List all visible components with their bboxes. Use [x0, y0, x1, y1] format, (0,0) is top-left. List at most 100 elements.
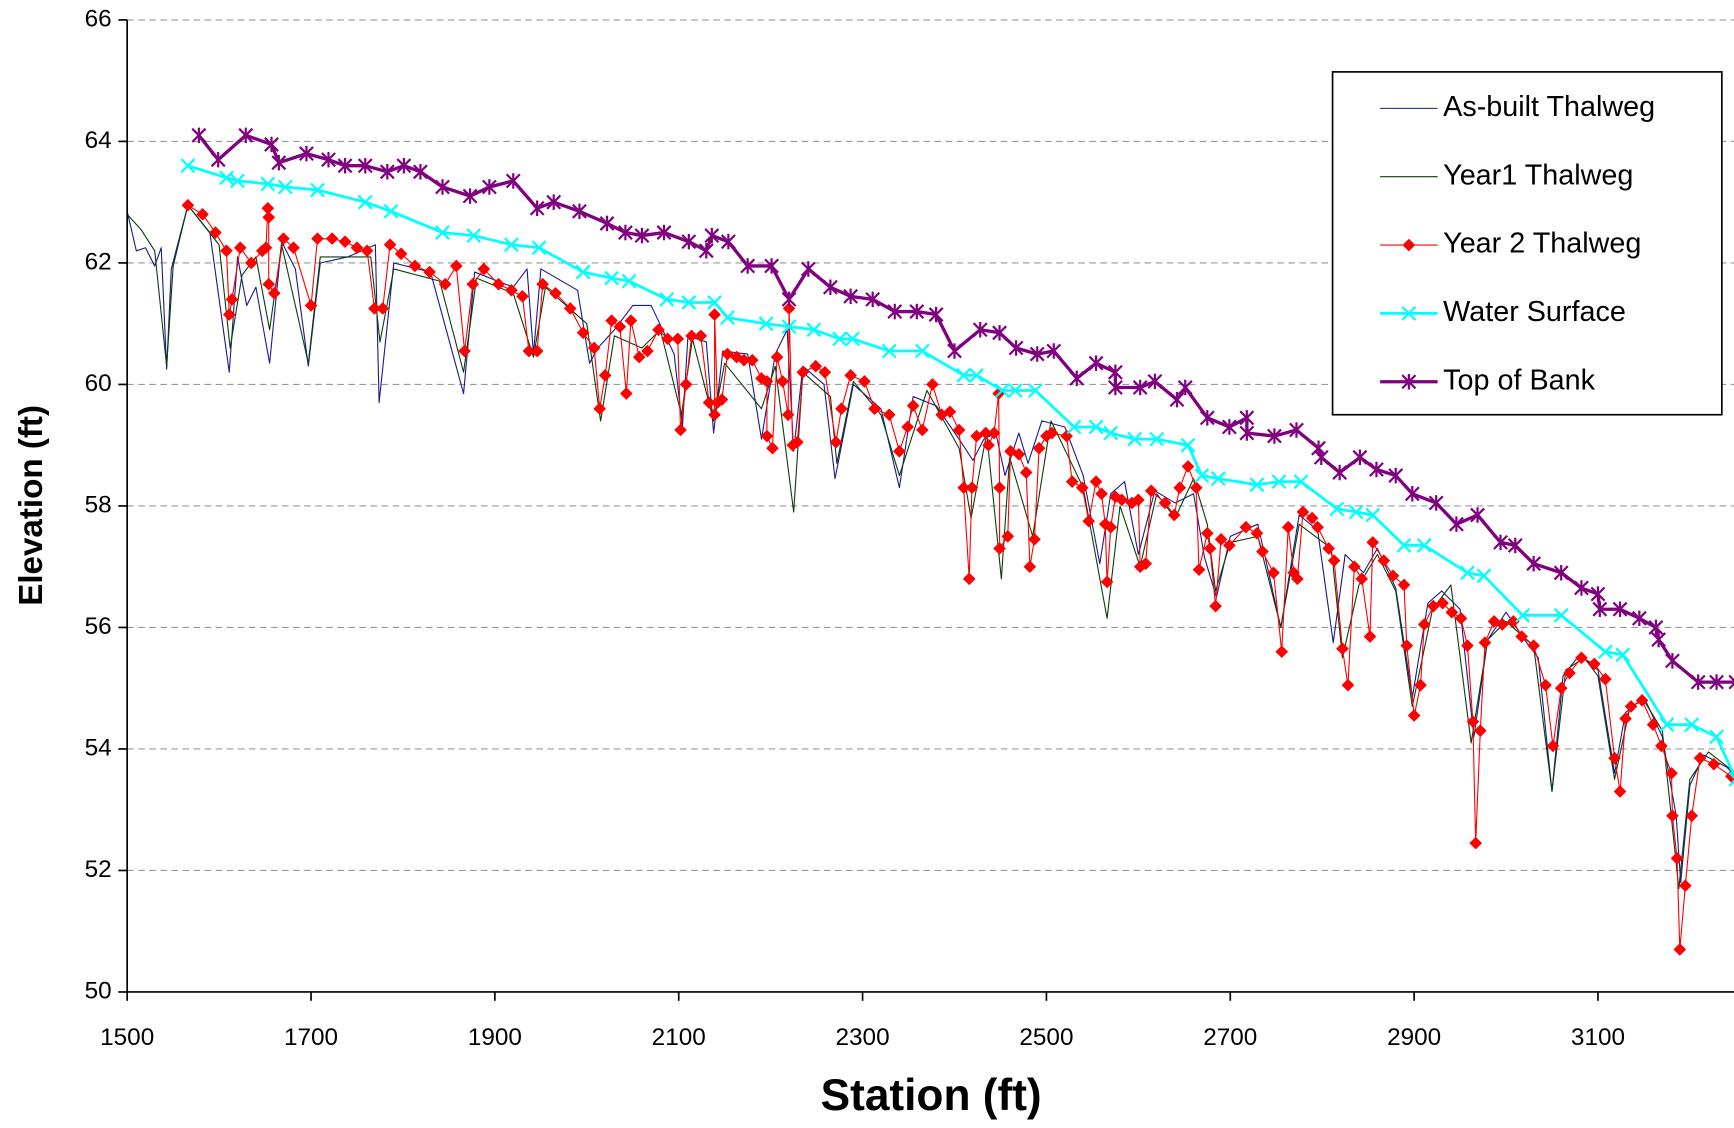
data-point [943, 405, 957, 419]
data-point [1693, 751, 1707, 765]
data-point [1329, 501, 1345, 517]
data-point [829, 435, 843, 449]
data-point [1173, 481, 1187, 495]
marker-stroke [1709, 729, 1724, 745]
data-point [1200, 526, 1214, 540]
data-point [1404, 486, 1420, 502]
data-point [1665, 766, 1678, 780]
data-point [1311, 520, 1324, 534]
data-point [1728, 674, 1734, 690]
data-point [1169, 391, 1185, 408]
data-point [1348, 560, 1361, 574]
data-point [1214, 533, 1228, 546]
data-point [1046, 343, 1062, 359]
plot-area [127, 127, 1734, 956]
data-point [1139, 557, 1153, 570]
data-point [781, 408, 795, 422]
data-point [1192, 563, 1206, 577]
data-point [1612, 601, 1628, 617]
data-point [546, 194, 562, 210]
data-point [181, 198, 195, 212]
data-point [311, 232, 324, 245]
data-point [233, 241, 247, 255]
data-point [1515, 607, 1531, 623]
data-point [681, 233, 697, 250]
data-point [987, 426, 1001, 440]
data-point [1624, 700, 1638, 713]
data-point [818, 365, 832, 379]
data-point [708, 408, 721, 422]
data-point [1132, 379, 1148, 396]
data-point [1332, 464, 1348, 481]
marker-stroke [230, 173, 245, 189]
x-tick-label: 1700 [284, 1024, 338, 1051]
data-point [337, 157, 353, 174]
data-point [1388, 467, 1404, 484]
data-point [1147, 373, 1163, 390]
data-point [1115, 493, 1129, 507]
data-point [1322, 542, 1335, 555]
data-point [605, 314, 618, 327]
data-point [957, 481, 971, 495]
data-point [1209, 599, 1222, 613]
data-point [1400, 639, 1414, 652]
data-point [321, 151, 336, 168]
data-point [1008, 340, 1024, 356]
marker-stroke [1127, 431, 1143, 447]
data-point [766, 441, 779, 455]
data-point [244, 256, 258, 270]
marker-stroke [806, 322, 822, 338]
data-point [982, 438, 995, 452]
marker-stroke [1365, 507, 1381, 523]
data-point [926, 378, 939, 391]
data-point [1587, 657, 1601, 671]
data-point [781, 291, 797, 308]
data-point [505, 283, 518, 297]
data-point [593, 402, 606, 416]
data-point [685, 329, 698, 343]
data-point [1132, 493, 1145, 507]
marker-stroke [1194, 468, 1210, 483]
data-point [1352, 449, 1368, 466]
data-point [1027, 383, 1043, 398]
marker-stroke [1293, 474, 1309, 490]
data-point [1069, 370, 1085, 387]
marker-stroke [781, 319, 797, 335]
marker-stroke [219, 170, 234, 186]
marker-stroke [1329, 501, 1345, 517]
marker-stroke [575, 264, 591, 280]
x-tick-label: 2100 [652, 1024, 706, 1051]
data-point [994, 383, 1010, 398]
marker-stroke [621, 273, 637, 289]
data-point [1476, 568, 1492, 584]
marker-stroke [1553, 607, 1569, 623]
data-point [438, 277, 452, 291]
data-point [1478, 636, 1492, 649]
data-point [745, 353, 759, 367]
data-point [858, 375, 871, 388]
data-point [572, 203, 587, 220]
data-point [1386, 569, 1400, 583]
data-point [613, 320, 627, 334]
data-point [1496, 618, 1509, 631]
data-point [412, 164, 428, 180]
data-point [549, 286, 562, 300]
data-point [1149, 431, 1165, 447]
data-point [1239, 425, 1255, 441]
data-point [679, 378, 693, 391]
data-point [368, 302, 381, 315]
data-point [758, 316, 774, 332]
data-point [196, 208, 209, 221]
marker-stroke [1066, 419, 1082, 435]
x-tick-label: 2500 [1019, 1024, 1073, 1051]
data-point [720, 233, 736, 250]
data-point [1267, 566, 1280, 580]
data-point [267, 286, 281, 300]
data-point [357, 157, 373, 174]
marker-stroke [1728, 771, 1734, 780]
data-point [1019, 466, 1033, 479]
y-tick-label: 56 [85, 613, 112, 640]
marker-stroke [1103, 425, 1119, 441]
data-point [338, 235, 352, 248]
data-point [563, 302, 577, 315]
